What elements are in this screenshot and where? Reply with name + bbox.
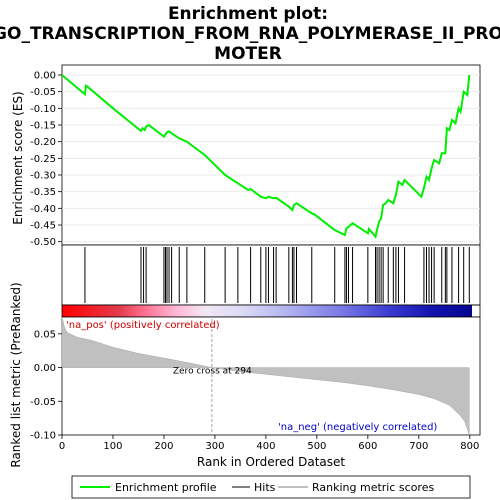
x-tick-label: 300 (205, 441, 224, 452)
x-tick-label: 700 (409, 441, 428, 452)
es-y-axis-label: Enrichment score (ES) (11, 91, 25, 224)
es-y-tick-label: -0.10 (30, 104, 56, 115)
chart-title-line2: GO_TRANSCRIPTION_FROM_RNA_POLYMERASE_II_… (0, 24, 500, 44)
es-y-tick-label: -0.05 (30, 87, 56, 98)
es-y-tick-label: -0.40 (30, 204, 56, 215)
hits-panel (61, 244, 481, 306)
es-y-tick-label: -0.20 (30, 137, 56, 148)
es-panel-frame (61, 64, 481, 246)
legend-hits-label: Hits (254, 481, 276, 494)
ranked-y-axis-label: Ranked list metric (PreRanked) (9, 282, 23, 467)
x-tick-label: 0 (59, 441, 65, 452)
rank-color-band (61, 304, 481, 318)
legend-enrichment-label: Enrichment profile (115, 481, 217, 494)
ranked-y-tick-label: 0.05 (34, 329, 56, 340)
legend-ranking-label: Ranking metric scores (312, 481, 434, 494)
enrichment-profile-line (61, 74, 471, 239)
x-tick-label: 500 (307, 441, 326, 452)
chart-title-line1: Enrichment plot: (168, 4, 328, 24)
ranked-y-tick-label: 0.00 (34, 363, 56, 374)
ranked-panel: 0.05 0.00 -0.05 -0.10 Zero cross at 294 'na… (9, 282, 481, 468)
x-tick-label: 200 (154, 441, 173, 452)
x-tick-label: 400 (256, 441, 275, 452)
es-y-tick-label: -0.15 (30, 121, 56, 132)
legend: Enrichment profile Hits Ranking metric s… (71, 475, 471, 499)
positive-correlation-label: 'na_pos' (positively correlated) (66, 320, 220, 331)
x-axis-label: Rank in Ordered Dataset (197, 455, 345, 469)
negative-correlation-label: 'na_neg' (negatively correlated) (278, 422, 437, 433)
es-y-tick-label: -0.35 (30, 187, 56, 198)
es-y-tick-label: -0.50 (30, 237, 56, 248)
ranked-y-tick-label: -0.05 (30, 397, 56, 408)
x-axis: 0 100 200 300 400 500 600 700 800 (59, 435, 479, 452)
es-y-tick-label: -0.25 (30, 154, 56, 165)
hits-panel-frame (61, 244, 481, 306)
ranked-y-tick-label: -0.10 (30, 431, 56, 442)
es-y-tick-label: 0.00 (34, 71, 56, 82)
es-y-tick-label: -0.45 (30, 221, 56, 232)
x-tick-label: 100 (103, 441, 122, 452)
rank-color-band-rect (62, 305, 472, 317)
chart-title-line3: MOTER (214, 44, 282, 64)
legend-box (71, 475, 471, 499)
ranking-metric-area (61, 316, 470, 436)
x-tick-label: 600 (358, 441, 377, 452)
es-panel: 0.00 -0.05 -0.10 -0.15 -0.20 -0.25 -0.30 -0.35 -… (11, 64, 481, 248)
zero-cross-label: Zero cross at 294 (173, 367, 252, 377)
es-y-tick-label: -0.30 (30, 171, 56, 182)
x-tick-label: 800 (460, 441, 479, 452)
